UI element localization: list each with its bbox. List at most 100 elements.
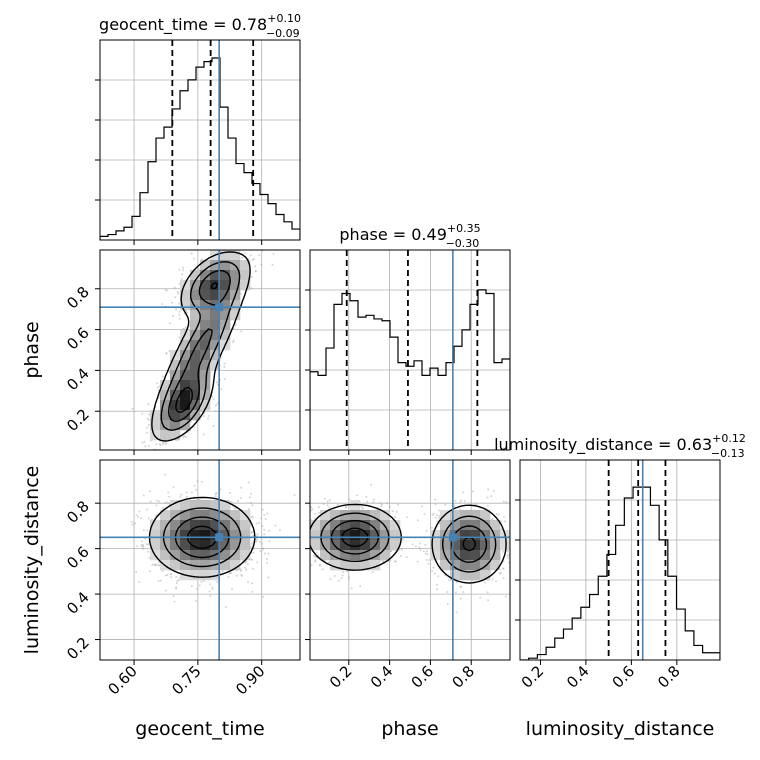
contours <box>310 503 507 584</box>
density-cell <box>180 360 191 371</box>
density-cell <box>200 540 211 551</box>
hist-panel-geocent_time <box>95 39 301 245</box>
sample-point <box>245 568 248 571</box>
err-plus: +0.35 <box>447 222 481 235</box>
sample-point <box>314 559 317 562</box>
sample-point <box>178 317 181 320</box>
density-cell <box>370 560 381 571</box>
sample-point <box>360 506 363 508</box>
sample-point <box>159 443 162 446</box>
sample-point <box>181 273 184 276</box>
axes-frame <box>99 249 301 451</box>
sample-point <box>165 441 168 444</box>
sample-point <box>503 520 506 523</box>
density-cell <box>210 350 221 361</box>
sample-point <box>159 579 162 582</box>
sample-point <box>314 560 317 563</box>
density-cell <box>190 270 201 281</box>
sample-point <box>500 520 502 523</box>
density-cell <box>210 510 221 521</box>
sample-point <box>145 426 148 429</box>
sample-point <box>234 323 237 326</box>
sample-point <box>414 545 417 548</box>
sample-point <box>495 580 498 583</box>
sample-point <box>147 543 150 546</box>
contour-line <box>310 503 507 584</box>
sample-point <box>250 531 253 534</box>
sample-point <box>345 506 348 509</box>
sample-point <box>267 529 270 532</box>
sample-point <box>202 580 205 582</box>
sample-point <box>176 579 179 582</box>
hist-panel-phase <box>305 249 511 455</box>
density-cell <box>190 380 201 391</box>
sample-point <box>342 571 345 573</box>
sample-point <box>256 539 258 541</box>
sample-point <box>223 378 226 380</box>
density-cell <box>340 510 351 521</box>
density-cell <box>160 420 171 431</box>
density-cell <box>430 540 441 551</box>
sample-point <box>504 595 507 598</box>
density-cell <box>150 430 161 441</box>
density-cell <box>390 540 401 551</box>
sample-point <box>310 564 313 567</box>
sample-point <box>138 581 141 584</box>
density-cell <box>350 560 361 571</box>
density-cell <box>160 520 171 531</box>
sample-point <box>386 502 388 504</box>
density-cell <box>380 550 391 561</box>
sample-point <box>142 494 145 497</box>
sample-point <box>154 564 157 567</box>
density-cell <box>150 530 161 541</box>
x-axis-label: phase <box>381 718 438 740</box>
density-cell <box>190 560 201 571</box>
sample-point <box>239 497 242 499</box>
density-cell <box>150 540 161 551</box>
density-cell <box>460 570 471 581</box>
density-cell <box>340 550 351 561</box>
sample-point <box>169 573 172 576</box>
density-cell <box>180 280 191 291</box>
sample-point <box>207 417 209 420</box>
density-cell <box>200 520 211 531</box>
sample-point <box>185 496 188 498</box>
sample-point <box>453 505 456 508</box>
sample-point <box>175 575 178 578</box>
sample-point <box>248 496 251 499</box>
sample-point <box>419 548 422 551</box>
density-cell <box>180 550 191 561</box>
sample-point <box>164 443 167 445</box>
sample-point <box>448 579 450 582</box>
sample-point <box>278 529 281 532</box>
density-cell <box>190 330 201 341</box>
sample-point <box>190 420 192 423</box>
contour-line <box>174 516 230 559</box>
density-cell <box>440 530 451 541</box>
sample-point <box>209 583 212 586</box>
sample-point <box>164 288 167 291</box>
density-cell <box>240 260 251 271</box>
sample-point <box>435 583 438 586</box>
x-tick-label: 0.2 <box>326 662 356 692</box>
density-cell <box>480 530 491 541</box>
density-cell <box>200 570 211 581</box>
density-cell <box>340 560 351 571</box>
density-cell <box>210 520 221 531</box>
sample-point <box>137 515 139 518</box>
sample-point <box>256 561 259 564</box>
sample-point <box>328 506 331 509</box>
sample-point <box>168 495 171 498</box>
sample-point <box>136 545 139 547</box>
y-tick-label: 0.4 <box>63 588 93 618</box>
density-cell <box>200 360 211 371</box>
sample-point <box>155 443 158 446</box>
density-cell <box>490 560 501 571</box>
density-cell <box>450 510 461 521</box>
sample-point <box>251 258 254 261</box>
sample-point <box>158 564 161 567</box>
density-cell <box>180 350 191 361</box>
density-cell <box>160 430 171 441</box>
grid <box>520 460 720 660</box>
